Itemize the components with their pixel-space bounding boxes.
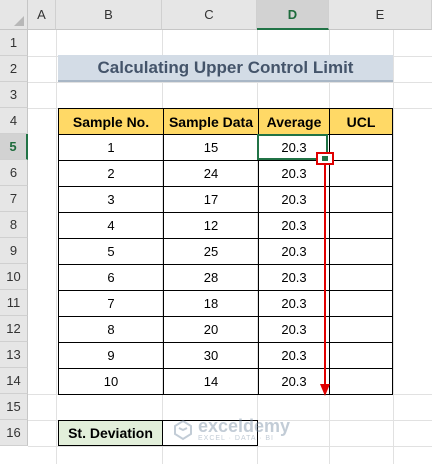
header-ucl[interactable]: UCL [329, 108, 393, 135]
gridline [56, 30, 57, 464]
row-header[interactable]: 12 [0, 316, 28, 342]
cell-sample-no[interactable]: 5 [58, 238, 164, 265]
row-header[interactable]: 6 [0, 160, 28, 186]
row-header[interactable]: 4 [0, 108, 28, 134]
table-row: 3 17 20.3 [58, 186, 393, 213]
header-sample-data[interactable]: Sample Data [163, 108, 259, 135]
cell-ucl[interactable] [329, 316, 393, 343]
cell-average[interactable]: 20.3 [258, 368, 330, 395]
fill-down-arrow [320, 164, 330, 396]
row-header[interactable]: 14 [0, 368, 28, 394]
cell-ucl[interactable] [329, 264, 393, 291]
table-header-row: Sample No. Sample Data Average UCL [58, 108, 393, 135]
cell-sample-data[interactable]: 18 [163, 290, 259, 317]
cell-sample-data[interactable]: 24 [163, 160, 259, 187]
gridline [28, 82, 432, 83]
table-row: 8 20 20.3 [58, 316, 393, 343]
cell-sample-no[interactable]: 7 [58, 290, 164, 317]
stdev-value-cell[interactable] [162, 420, 258, 446]
row-header[interactable]: 5 [0, 134, 28, 160]
sheet-title[interactable]: Calculating Upper Control Limit [58, 55, 393, 82]
cell-average[interactable]: 20.3 [258, 238, 330, 265]
cell-sample-data[interactable]: 15 [163, 134, 259, 161]
cell-average[interactable]: 20.3 [258, 212, 330, 239]
cell-sample-data[interactable]: 30 [163, 342, 259, 369]
table-row: 6 28 20.3 [58, 264, 393, 291]
row-header[interactable]: 10 [0, 264, 28, 290]
cell-sample-no[interactable]: 2 [58, 160, 164, 187]
cell-sample-data[interactable]: 12 [163, 212, 259, 239]
row-header[interactable]: 9 [0, 238, 28, 264]
cell-sample-data[interactable]: 14 [163, 368, 259, 395]
table-row: 7 18 20.3 [58, 290, 393, 317]
row-header[interactable]: 3 [0, 82, 28, 108]
cell-sample-no[interactable]: 6 [58, 264, 164, 291]
cell-ucl[interactable] [329, 186, 393, 213]
cell-sample-no[interactable]: 4 [58, 212, 164, 239]
data-table: Sample No. Sample Data Average UCL 1 15 … [58, 108, 393, 395]
cell-sample-no[interactable]: 8 [58, 316, 164, 343]
cell-sample-data[interactable]: 25 [163, 238, 259, 265]
table-row: 1 15 20.3 [58, 134, 393, 161]
cell-ucl[interactable] [329, 290, 393, 317]
column-header-a[interactable]: A [28, 0, 56, 30]
table-row: 9 30 20.3 [58, 342, 393, 369]
row-header[interactable]: 16 [0, 420, 28, 446]
table-row: 4 12 20.3 [58, 212, 393, 239]
cell-ucl[interactable] [329, 368, 393, 395]
header-sample-no[interactable]: Sample No. [58, 108, 164, 135]
column-header-d[interactable]: D [257, 0, 329, 30]
cell-sample-no[interactable]: 9 [58, 342, 164, 369]
cell-sample-no[interactable]: 1 [58, 134, 164, 161]
table-row: 2 24 20.3 [58, 160, 393, 187]
gridline [393, 30, 394, 464]
column-header-b[interactable]: B [56, 0, 162, 30]
cell-ucl[interactable] [329, 342, 393, 369]
row-header[interactable]: 11 [0, 290, 28, 316]
cell-ucl[interactable] [329, 160, 393, 187]
cell-sample-no[interactable]: 10 [58, 368, 164, 395]
cell-average[interactable]: 20.3 [258, 264, 330, 291]
cell-ucl[interactable] [329, 134, 393, 161]
row-header[interactable]: 7 [0, 186, 28, 212]
column-header-e[interactable]: E [329, 0, 432, 30]
column-header-c[interactable]: C [162, 0, 257, 30]
cell-sample-data[interactable]: 17 [163, 186, 259, 213]
cell-sample-data[interactable]: 20 [163, 316, 259, 343]
fill-handle[interactable] [316, 152, 334, 165]
gridline [28, 394, 432, 395]
select-all-corner[interactable] [0, 0, 28, 30]
cell-average[interactable]: 20.3 [258, 186, 330, 213]
table-row: 10 14 20.3 [58, 368, 393, 395]
cell-sample-no[interactable]: 3 [58, 186, 164, 213]
row-header[interactable]: 15 [0, 394, 28, 420]
cell-sample-data[interactable]: 28 [163, 264, 259, 291]
cell-ucl[interactable] [329, 212, 393, 239]
row-header[interactable]: 1 [0, 30, 28, 56]
stdev-label[interactable]: St. Deviation [58, 420, 163, 446]
gridline [28, 446, 432, 447]
row-header[interactable]: 8 [0, 212, 28, 238]
cell-average[interactable]: 20.3 [258, 342, 330, 369]
cell-ucl[interactable] [329, 238, 393, 265]
header-average[interactable]: Average [258, 108, 330, 135]
row-header[interactable]: 13 [0, 342, 28, 368]
table-row: 5 25 20.3 [58, 238, 393, 265]
row-header[interactable]: 2 [0, 56, 28, 82]
